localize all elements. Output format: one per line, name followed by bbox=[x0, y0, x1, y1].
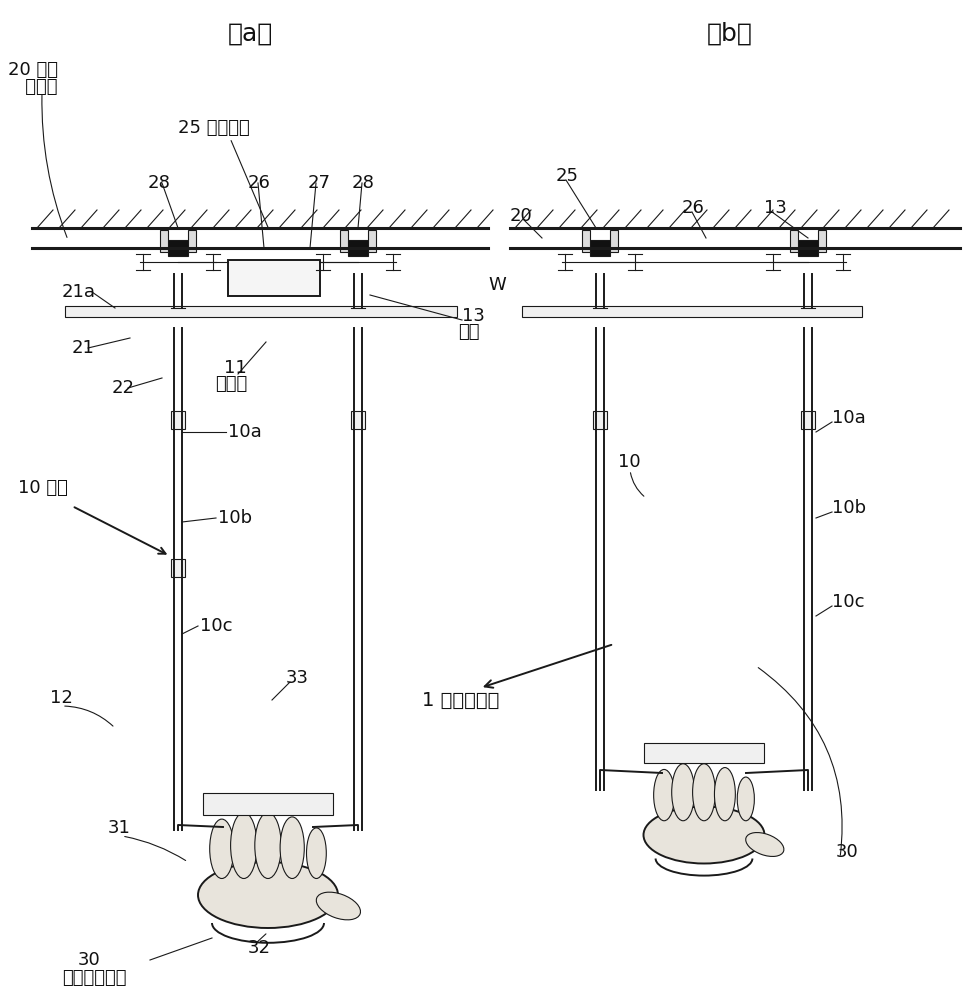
Text: 25: 25 bbox=[556, 167, 579, 185]
Bar bbox=[168, 240, 188, 256]
Text: 躯干部支承件: 躯干部支承件 bbox=[62, 969, 126, 987]
Text: 26: 26 bbox=[248, 174, 270, 192]
Text: 10c: 10c bbox=[200, 617, 232, 635]
Text: 30: 30 bbox=[836, 843, 858, 861]
Ellipse shape bbox=[198, 862, 338, 928]
Bar bbox=[790, 230, 798, 252]
Bar bbox=[160, 230, 168, 252]
Text: 10a: 10a bbox=[832, 409, 865, 427]
Text: 28: 28 bbox=[148, 174, 171, 192]
Text: 支承器: 支承器 bbox=[8, 78, 58, 96]
Ellipse shape bbox=[737, 777, 755, 821]
Bar bbox=[65, 306, 457, 317]
Text: 22: 22 bbox=[112, 379, 135, 397]
Text: 1 护理用装置: 1 护理用装置 bbox=[422, 690, 500, 710]
Bar bbox=[228, 260, 320, 296]
Text: 11: 11 bbox=[224, 359, 247, 377]
Text: 25 操作机构: 25 操作机构 bbox=[178, 119, 250, 137]
Text: 10b: 10b bbox=[832, 499, 866, 517]
Bar bbox=[522, 306, 862, 317]
Ellipse shape bbox=[714, 768, 735, 821]
Ellipse shape bbox=[654, 769, 674, 821]
Text: 32: 32 bbox=[248, 939, 271, 957]
Text: 10: 10 bbox=[618, 453, 641, 471]
Text: 10b: 10b bbox=[218, 509, 252, 527]
Text: 31: 31 bbox=[108, 819, 131, 837]
Ellipse shape bbox=[230, 812, 257, 879]
Bar bbox=[801, 411, 815, 429]
Text: 20: 20 bbox=[510, 207, 533, 225]
Text: 10c: 10c bbox=[832, 593, 864, 611]
Text: 21: 21 bbox=[72, 339, 95, 357]
Bar bbox=[171, 559, 185, 577]
Text: 21a: 21a bbox=[62, 283, 96, 301]
Text: 线缆: 线缆 bbox=[458, 323, 479, 341]
Text: 20 上部: 20 上部 bbox=[8, 61, 58, 79]
Bar bbox=[348, 240, 368, 256]
Bar bbox=[368, 230, 376, 252]
Text: 10 管部: 10 管部 bbox=[18, 479, 68, 497]
Ellipse shape bbox=[210, 819, 234, 878]
Text: （b）: （b） bbox=[707, 22, 753, 46]
Ellipse shape bbox=[255, 812, 281, 879]
Bar bbox=[351, 411, 365, 429]
Bar bbox=[171, 411, 185, 429]
Text: 13: 13 bbox=[462, 307, 485, 325]
Bar bbox=[644, 743, 764, 763]
Text: （a）: （a） bbox=[227, 22, 272, 46]
Ellipse shape bbox=[307, 828, 326, 879]
Bar bbox=[582, 230, 590, 252]
Ellipse shape bbox=[693, 764, 715, 821]
Ellipse shape bbox=[317, 892, 361, 920]
Ellipse shape bbox=[746, 833, 784, 856]
Ellipse shape bbox=[644, 806, 764, 863]
Text: 13: 13 bbox=[764, 199, 787, 217]
Bar bbox=[590, 240, 610, 256]
Ellipse shape bbox=[671, 764, 695, 821]
Text: 28: 28 bbox=[352, 174, 375, 192]
Text: 27: 27 bbox=[308, 174, 331, 192]
Text: 30: 30 bbox=[78, 951, 101, 969]
Text: 12: 12 bbox=[50, 689, 73, 707]
Bar bbox=[818, 230, 826, 252]
Text: 26: 26 bbox=[682, 199, 705, 217]
Bar bbox=[188, 230, 196, 252]
Bar bbox=[610, 230, 618, 252]
Text: 33: 33 bbox=[286, 669, 309, 687]
Text: 10a: 10a bbox=[228, 423, 262, 441]
Text: 基端部: 基端部 bbox=[215, 375, 247, 393]
Bar bbox=[593, 411, 607, 429]
Ellipse shape bbox=[280, 817, 305, 879]
Bar bbox=[798, 240, 818, 256]
Text: W: W bbox=[488, 276, 506, 294]
Bar bbox=[340, 230, 348, 252]
Bar bbox=[203, 793, 333, 815]
